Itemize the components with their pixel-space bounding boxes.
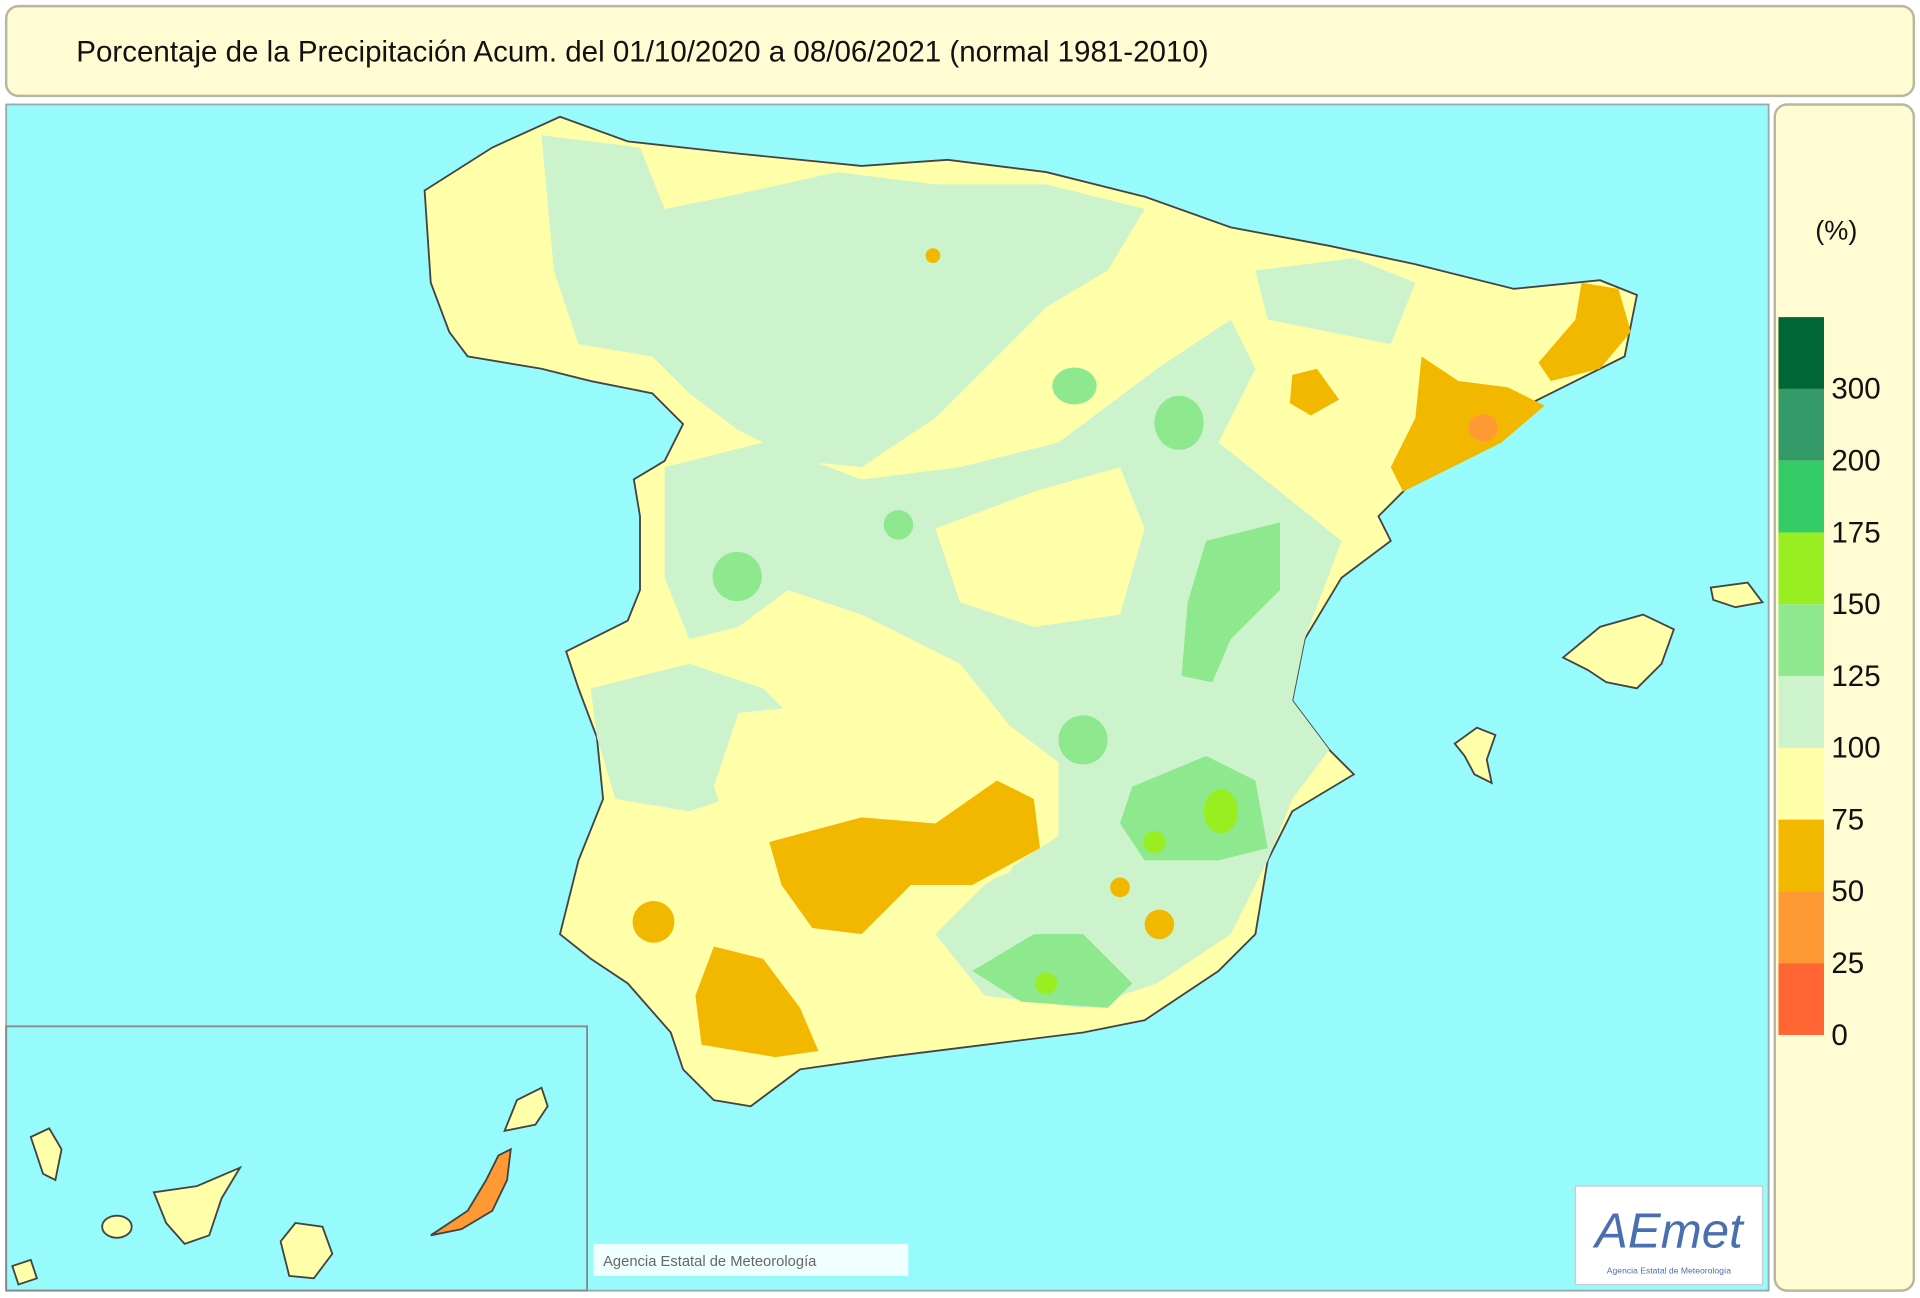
credit-box: [593, 1243, 909, 1276]
island: [430, 1147, 512, 1237]
legend-label: 125: [1831, 660, 1880, 693]
legend: 300 200 175 150 125 100 75 50 25 0: [1778, 317, 1881, 1052]
credit: Agencia Estatal de Meteorología: [603, 1254, 817, 1270]
green-area: [1255, 258, 1416, 345]
orange-area: [1289, 368, 1340, 416]
legend-label: 25: [1831, 947, 1864, 980]
legend-swatch: [1778, 388, 1824, 461]
island: [1709, 581, 1765, 609]
yellow-area: [935, 467, 1145, 627]
yellow-area: [775, 614, 936, 726]
green-patch: [712, 551, 762, 602]
green-patches: [712, 367, 1280, 1008]
green-patch: [972, 934, 1133, 1008]
green-patch: [1154, 395, 1204, 450]
map-title: Porcentaje de la Precipitación Acum. del…: [76, 35, 1208, 68]
orange-area: [1144, 909, 1175, 940]
canary-inset: [5, 1025, 588, 1292]
legend-swatch: [1778, 317, 1824, 389]
island: [503, 1086, 549, 1133]
orange-area: [1538, 282, 1631, 382]
yellowgreen-patches: [1035, 789, 1239, 995]
legend-label: 75: [1831, 803, 1864, 836]
green-patch: [1052, 367, 1097, 405]
island: [29, 1127, 63, 1182]
orange-area: [1110, 877, 1130, 898]
island: [101, 1214, 133, 1239]
legend-swatch: [1778, 891, 1824, 964]
island: [1561, 613, 1675, 690]
title-box: [4, 4, 1916, 98]
island: [11, 1258, 39, 1286]
legend-label: 300: [1831, 373, 1880, 406]
legend-swatch: [1778, 604, 1824, 677]
orange-area: [632, 900, 675, 943]
yellowgreen-patch: [1035, 972, 1058, 995]
green-patch: [883, 510, 914, 540]
orange-area: [769, 780, 1040, 935]
legend-swatch: [1778, 819, 1824, 892]
legend-label: 100: [1831, 732, 1880, 765]
legend-label: 50: [1831, 875, 1864, 908]
legend-label: 150: [1831, 588, 1880, 621]
orange-area: [695, 946, 819, 1058]
legend-label: 200: [1831, 445, 1880, 478]
green-area: [541, 135, 1145, 468]
logo-box: [1574, 1185, 1764, 1286]
green-patch: [1181, 522, 1280, 683]
orange-area: [1390, 356, 1545, 492]
balearic-islands: [1453, 581, 1765, 785]
orange-areas: [632, 248, 1631, 1058]
legend-unit: (%): [1815, 216, 1857, 246]
legend-swatch: [1778, 676, 1824, 748]
yellowgreen-patch: [1143, 830, 1166, 854]
logo: AEmet: [1592, 1204, 1745, 1259]
yellowgreen-patch: [1203, 789, 1239, 834]
island: [279, 1222, 334, 1280]
island: [152, 1165, 243, 1245]
legend-swatch: [1778, 747, 1824, 820]
canary-islands: [11, 1086, 549, 1286]
legend-label: 0: [1831, 1019, 1847, 1052]
legend-label: 175: [1831, 516, 1880, 549]
island: [1453, 726, 1497, 785]
orange-patch: [1468, 414, 1498, 442]
legend-swatch: [1778, 963, 1824, 1035]
legend-swatch: [1778, 532, 1824, 605]
orange-area: [925, 248, 941, 264]
legend-swatch: [1778, 460, 1824, 533]
logo-caption: Agencia Estatal de Meteorología: [1607, 1265, 1732, 1275]
green-patch: [1058, 715, 1108, 765]
